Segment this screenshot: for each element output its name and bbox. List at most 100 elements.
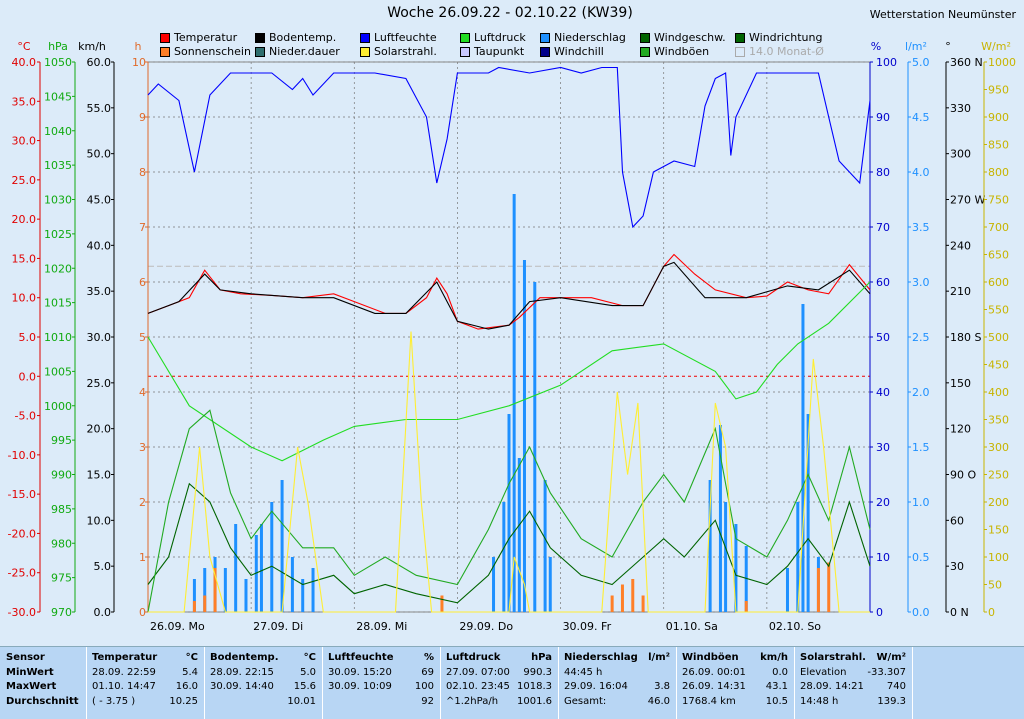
- hpa-axis-unit: hPa: [48, 40, 68, 53]
- chart-title: Woche 26.09.22 - 02.10.22 (KW39): [387, 5, 633, 21]
- lm2-axis-tick: 5.0: [912, 56, 930, 69]
- stats-row: 14:48 h 139.3: [796, 695, 910, 710]
- niederschlag-bar: [234, 524, 238, 612]
- column-unit: °C: [185, 652, 198, 663]
- windgeschw--line: [147, 482, 871, 604]
- niederschlag-bar: [270, 502, 274, 612]
- deg-axis-tick: 300: [950, 148, 971, 161]
- temp-axis-tick: -10.0: [8, 449, 36, 462]
- stats-column: Windböen km/h 26.09. 00:01 0.0 26.09. 14:31 4…: [678, 647, 792, 719]
- stats-row: 26.09. 00:01 0.0: [678, 666, 792, 681]
- stats-row: 01.10. 14:47 16.0: [88, 680, 202, 695]
- stats-value: 990.3: [523, 666, 552, 678]
- deg-axis-tick: 360 N: [950, 56, 983, 69]
- stats-value: 5.4: [182, 666, 198, 678]
- legend-label: Luftfeuchte: [374, 31, 437, 44]
- line-series: [147, 66, 871, 613]
- wm2-axis-tick: 650: [988, 249, 1009, 262]
- wm2-axis-tick: 550: [988, 304, 1009, 317]
- legend-swatch: [735, 32, 745, 43]
- kmh-axis-tick: 55.0: [87, 102, 112, 115]
- lm2-axis-tick: 1.0: [912, 496, 930, 509]
- stats-value: 16.0: [175, 681, 198, 692]
- stats-row: 26.09. 14:31 43.1: [678, 680, 792, 695]
- legend-label: Windböen: [654, 45, 710, 58]
- column-unit: l/m²: [648, 652, 670, 663]
- lm2-axis-tick: 3.0: [912, 276, 930, 289]
- kmh-axis-tick: 35.0: [87, 285, 112, 298]
- legend-label: Taupunkt: [474, 45, 525, 58]
- temp-axis-tick: 25.0: [12, 174, 37, 187]
- stats-label: ^1.2hPa/h: [446, 695, 499, 707]
- legend-label: Windchill: [554, 45, 604, 58]
- hpa-axis-tick: 1040: [44, 125, 72, 138]
- temp-axis-tick: -20.0: [8, 527, 36, 540]
- legend-item: Luftfeuchte: [360, 31, 437, 44]
- pct-axis-tick: 100: [876, 56, 897, 69]
- column-unit: %: [423, 652, 434, 663]
- stats-value: 92: [421, 695, 434, 707]
- deg-axis-tick: 90 O: [950, 469, 976, 482]
- hpa-axis-tick: 1025: [44, 228, 72, 241]
- legend-swatch: [540, 32, 550, 43]
- stats-value: 3.8: [654, 681, 670, 692]
- hpa-axis-tick: 1030: [44, 194, 72, 207]
- sonnenschein-bar: [610, 595, 614, 612]
- deg-axis-unit: °: [945, 40, 951, 53]
- niederschlag-bar: [223, 568, 227, 612]
- column-header: Temperatur °C: [88, 651, 202, 666]
- legend-swatch: [640, 32, 650, 43]
- lm2-axis-tick: 0.0: [912, 606, 930, 619]
- legend: Temperatur Bodentemp. Luftfeuchte Luftdruck…: [160, 31, 824, 61]
- wm2-axis-tick: 0: [988, 606, 995, 619]
- hours-axis-tick: 0: [139, 606, 146, 619]
- sonnenschein-bar: [631, 579, 635, 612]
- stats-value: 0.0: [772, 666, 788, 678]
- kmh-axis-tick: 0.0: [94, 606, 112, 619]
- temp-axis-tick: 5.0: [19, 331, 37, 344]
- column-name: Luftdruck: [446, 652, 501, 663]
- lm2-axis-tick: 4.5: [912, 111, 930, 124]
- wm2-axis-tick: 150: [988, 524, 1009, 537]
- row-label: Sensor: [6, 652, 45, 663]
- hpa-axis-tick: 990: [51, 469, 72, 482]
- legend-item: Niederschlag: [540, 31, 626, 44]
- stats-label: 1768.4 km: [682, 695, 736, 707]
- kmh-axis-tick: 30.0: [87, 331, 112, 344]
- legend-label: Solarstrahl.: [374, 45, 437, 58]
- legend-item: Windchill: [540, 45, 604, 58]
- stats-value: 139.3: [877, 695, 906, 707]
- sonnenschein-bar: [641, 595, 645, 612]
- hours-axis-tick: 10: [132, 56, 146, 69]
- wm2-axis-tick: 800: [988, 166, 1009, 179]
- row-label: MaxWert: [6, 681, 57, 692]
- wm2-axis-tick: 850: [988, 139, 1009, 152]
- pct-axis-tick: 70: [876, 221, 890, 234]
- kmh-axis-tick: 5.0: [94, 560, 112, 573]
- wm2-axis-tick: 250: [988, 469, 1009, 482]
- hours-axis-tick: 2: [139, 496, 146, 509]
- pct-axis-tick: 0: [876, 606, 883, 619]
- wm2-axis-tick: 750: [988, 194, 1009, 207]
- table-separator: [86, 647, 87, 719]
- niederschlag-bar: [785, 568, 789, 612]
- temp-axis-tick: 15.0: [12, 252, 37, 265]
- deg-axis-tick: 270 W: [950, 194, 985, 207]
- legend-item: Windrichtung: [735, 31, 822, 44]
- niederschlag-bar: [492, 557, 496, 612]
- table-separator: [912, 647, 913, 719]
- stats-column: Solarstrahl. W/m² Elevation -33.307 28.09. 1…: [796, 647, 910, 719]
- stats-row: 27.09. 07:00 990.3: [442, 666, 556, 681]
- column-unit: °C: [303, 652, 316, 663]
- column-name: Temperatur: [92, 652, 158, 663]
- legend-item: Nieder.dauer: [255, 45, 340, 58]
- niederschlag-bar: [718, 425, 722, 612]
- hpa-axis-tick: 1015: [44, 297, 72, 310]
- stats-value: 46.0: [647, 695, 670, 707]
- temp-axis-tick: 10.0: [12, 292, 37, 305]
- hours-axis-tick: 9: [139, 111, 146, 124]
- stats-value: 10.01: [287, 695, 316, 707]
- column-name: Niederschlag: [564, 652, 638, 663]
- legend-swatch: [460, 46, 470, 57]
- right-axes: 10090807060504030201005.04.54.03.53.02.5…: [869, 40, 1016, 619]
